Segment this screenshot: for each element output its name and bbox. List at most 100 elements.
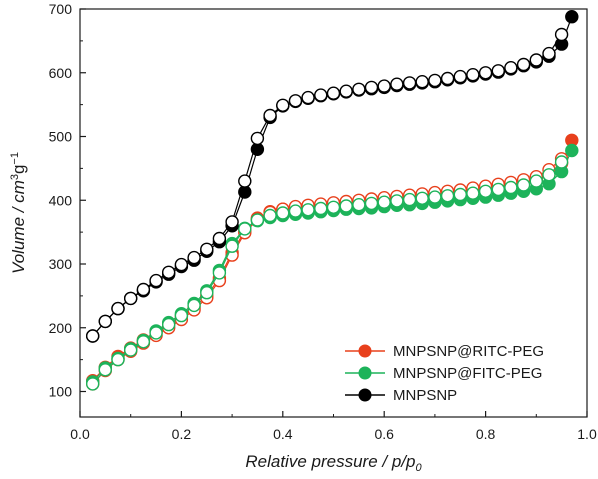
data-point [123, 343, 138, 357]
series-mnpsnp [85, 10, 579, 343]
data-point [276, 98, 290, 113]
data-point [212, 266, 227, 280]
data-point [554, 27, 569, 42]
data-point [466, 186, 480, 200]
data-point [415, 74, 429, 89]
data-point [402, 192, 417, 207]
data-point [504, 60, 518, 75]
data-point [428, 190, 442, 204]
data-point [85, 329, 100, 343]
data-point [98, 363, 113, 377]
data-point [250, 131, 265, 146]
legend-label: MNPSNP [393, 387, 457, 404]
y-tick-label: 400 [49, 192, 73, 208]
legend-item: MNPSNP@FITC-PEG [345, 365, 542, 382]
data-point [491, 182, 505, 197]
data-point [225, 239, 239, 253]
data-point [377, 195, 391, 209]
data-point [440, 71, 455, 86]
series-mnpsnp-fitc-peg-desorption [85, 155, 569, 391]
data-point [364, 196, 379, 211]
x-axis-title: Relative pressure / p/p0 [245, 452, 422, 474]
data-point [161, 265, 176, 279]
data-point [339, 84, 353, 98]
data-point [554, 155, 569, 169]
y-axis-title: Volume / cm3g−1 [9, 152, 28, 274]
data-point [288, 204, 303, 218]
data-point [314, 88, 328, 102]
data-point [301, 90, 315, 105]
legend-label: MNPSNP@RITC-PEG [393, 343, 544, 360]
legend-marker [358, 344, 372, 358]
data-point [200, 286, 214, 300]
data-point [149, 326, 163, 340]
data-point [542, 168, 556, 182]
y-tick-label: 300 [49, 256, 73, 272]
data-point [504, 180, 518, 195]
data-point [85, 377, 100, 391]
x-tick-label: 0.6 [374, 426, 394, 442]
data-point [187, 250, 201, 265]
data-point [276, 206, 290, 220]
data-point [149, 273, 163, 288]
data-point [453, 69, 467, 84]
data-point [288, 94, 303, 108]
data-point [565, 143, 579, 158]
data-point [314, 201, 328, 216]
data-point [428, 73, 442, 88]
data-point [415, 191, 429, 206]
y-tick-label: 700 [49, 1, 73, 17]
data-point [263, 108, 277, 123]
data-point [326, 200, 341, 215]
data-point [565, 10, 579, 24]
data-point [136, 335, 151, 349]
ticks-layer: 0.0 0.2 0.4 0.6 0.8 1.0 100 200 300 400 500 600 700 [49, 1, 597, 442]
x-tick-label: 0.8 [476, 426, 496, 442]
data-point [516, 178, 531, 192]
data-point [440, 189, 455, 203]
data-point [238, 174, 252, 188]
data-point [263, 208, 277, 223]
data-point [98, 314, 113, 329]
data-point [377, 79, 391, 93]
legend: MNPSNP@RITC-PEG MNPSNP@FITC-PEG MNPSNP [345, 343, 544, 404]
data-point [466, 67, 480, 82]
x-tick-label: 0.2 [172, 426, 192, 442]
x-tick-label: 1.0 [577, 426, 597, 442]
x-tick-label: 0.4 [273, 426, 293, 442]
legend-marker [358, 388, 372, 402]
data-point [478, 184, 493, 199]
data-point [111, 352, 125, 367]
data-point [402, 76, 417, 90]
data-point [364, 80, 379, 95]
x-tick-label: 0.0 [70, 426, 90, 442]
legend-marker [358, 366, 372, 380]
data-point [390, 194, 404, 208]
data-point [174, 308, 189, 323]
legend-item: MNPSNP@RITC-PEG [345, 343, 544, 360]
legend-label: MNPSNP@FITC-PEG [393, 365, 542, 382]
data-point [529, 53, 543, 67]
y-tick-label: 600 [49, 65, 73, 81]
y-tick-label: 200 [49, 320, 73, 336]
legend-item: MNPSNP [345, 387, 457, 404]
data-point [187, 298, 201, 313]
series-mnpsnp-desorption [85, 27, 569, 343]
data-point [136, 282, 151, 297]
data-point [238, 222, 252, 236]
data-point [111, 301, 125, 316]
y-tick-label: 500 [49, 129, 73, 145]
y-tick-label: 100 [49, 384, 73, 400]
series-layer [85, 10, 579, 391]
data-point [390, 77, 404, 91]
data-point [212, 231, 227, 246]
data-point [326, 86, 341, 100]
data-point [339, 199, 353, 213]
data-point [174, 257, 189, 272]
data-point [478, 66, 493, 80]
data-point [516, 57, 531, 72]
data-point [352, 82, 366, 97]
data-point [123, 291, 138, 306]
data-point [491, 64, 505, 78]
